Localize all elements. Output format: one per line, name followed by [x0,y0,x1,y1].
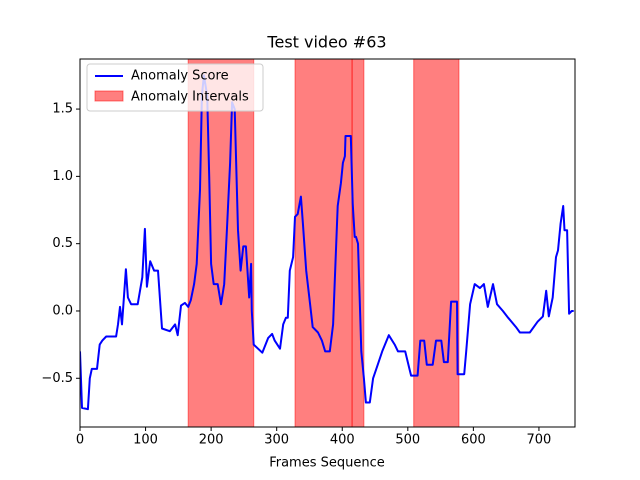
y-tick-label: 0.0 [52,303,73,318]
chart-title: Test video #63 [266,33,386,52]
score-line [80,74,574,411]
y-tick-label: 1.0 [52,169,73,184]
x-tick-label: 700 [527,433,552,448]
legend-box [86,63,264,112]
x-tick-label: 400 [330,433,355,448]
x-tick-label: 0 [76,433,84,448]
legend-label: Anomaly Intervals [131,90,249,105]
legend-patch [94,90,124,102]
x-tick-label: 200 [199,433,224,448]
anomaly-interval [413,58,460,428]
x-axis-label: Frames Sequence [269,456,385,471]
anomaly-interval [187,58,255,428]
x-tick-label: 500 [395,433,420,448]
y-tick-label: −0.5 [41,371,73,386]
y-tick-label: 1.5 [52,102,73,117]
plot-frame [79,58,576,428]
y-tick-label: 0.5 [52,236,73,251]
x-tick-label: 100 [133,433,158,448]
x-tick-label: 300 [264,433,289,448]
x-tick-label: 600 [461,433,486,448]
legend-label: Anomaly Score [131,69,229,84]
